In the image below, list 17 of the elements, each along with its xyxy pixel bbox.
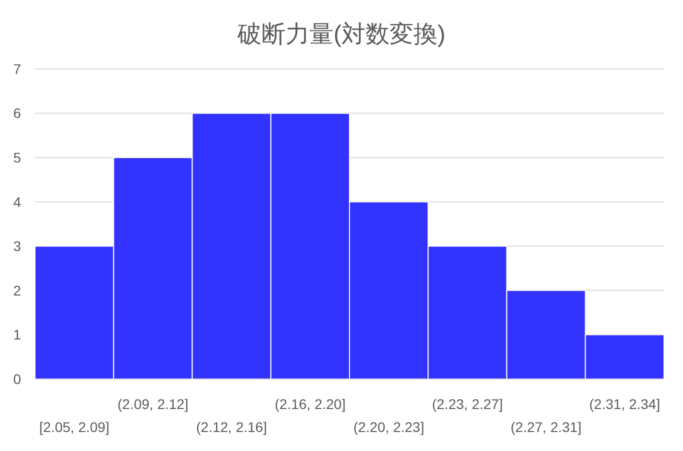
x-tick-label: (2.09, 2.12] bbox=[118, 396, 188, 412]
y-tick-label: 6 bbox=[13, 105, 22, 122]
x-tick-label: (2.27, 2.31] bbox=[510, 419, 582, 435]
chart-title: 破断力量(対数変換) bbox=[236, 21, 446, 48]
x-tick-label: (2.20, 2.23] bbox=[353, 419, 424, 435]
x-tick-label: (2.16, 2.20] bbox=[274, 396, 346, 412]
y-tick-label: 3 bbox=[13, 238, 22, 254]
y-tick-label: 2 bbox=[13, 282, 22, 298]
y-tick-label: 1 bbox=[13, 326, 22, 343]
y-tick-label: 7 bbox=[13, 60, 22, 77]
y-tick-label: 0 bbox=[13, 370, 22, 387]
y-tick-label: 4 bbox=[13, 194, 22, 210]
x-tick-label: (2.31, 2.34] bbox=[589, 396, 660, 412]
y-tick-label: 5 bbox=[13, 149, 22, 166]
x-tick-label: (2.12, 2.16] bbox=[196, 419, 267, 435]
x-tick-label: (2.23, 2.27] bbox=[432, 396, 503, 412]
x-tick-label: [2.05, 2.09] bbox=[39, 419, 110, 435]
